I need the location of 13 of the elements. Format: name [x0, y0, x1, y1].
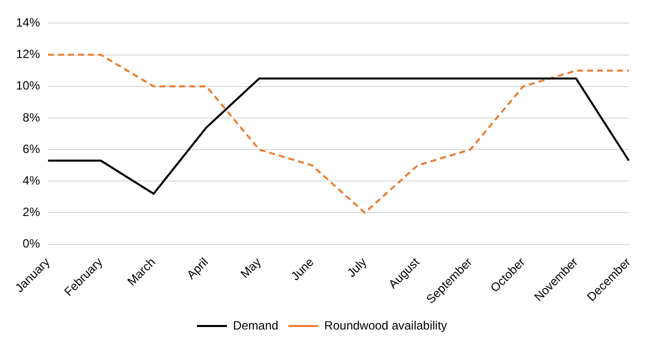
- y-tick-label: 4%: [22, 173, 40, 188]
- line-series: [47, 54, 630, 214]
- legend-label: Roundwood availability: [324, 318, 448, 332]
- y-tick-label: 0%: [22, 236, 40, 251]
- y-tick-label: 10%: [16, 78, 40, 93]
- x-tick-label: July: [344, 254, 370, 280]
- y-tick-label: 8%: [22, 110, 40, 124]
- y-tick-label: 12%: [16, 47, 40, 62]
- x-tick-label: May: [238, 254, 264, 281]
- y-tick-label: 2%: [22, 205, 40, 220]
- y-tick-label: 6%: [22, 142, 40, 156]
- legend-label: Demand: [232, 318, 278, 332]
- y-tick-label: 14%: [16, 16, 40, 30]
